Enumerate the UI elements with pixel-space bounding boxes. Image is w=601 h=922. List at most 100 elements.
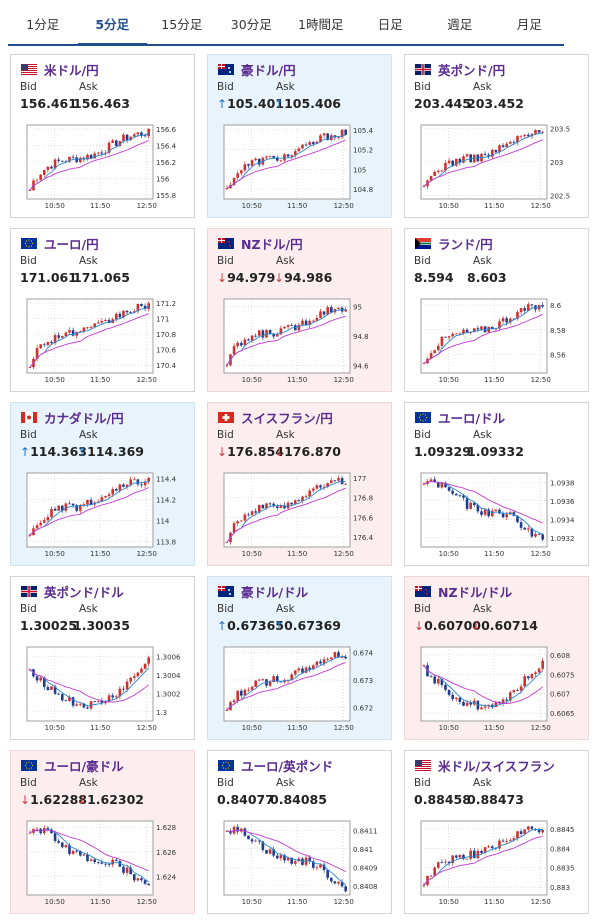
candle-body bbox=[293, 861, 297, 864]
pair-title[interactable]: NZドル/円 bbox=[241, 237, 303, 252]
x-tick-label: 10:50 bbox=[242, 202, 262, 210]
rate-card[interactable]: 英ポンド/ドル Bid Ask 1.30025 1.30035 1.3006 1.3004 1… bbox=[10, 576, 195, 740]
rate-card[interactable]: 英ポンド/円 Bid Ask 203.445 203.452 203.5 203 202.5 1… bbox=[404, 54, 589, 218]
pair-title[interactable]: カナダドル/円 bbox=[44, 411, 124, 426]
rate-card[interactable]: 豪ドル/ドル Bid Ask ↑0.67365 ↑0.67369 0.674 0.673 0.… bbox=[207, 576, 392, 740]
candle-body bbox=[447, 861, 451, 863]
candle-body bbox=[64, 700, 68, 702]
rate-card[interactable]: NZドル/ドル Bid Ask ↓0.60700 ↓0.60714 0.608 0.6075… bbox=[404, 576, 589, 740]
chart-container[interactable]: 177 176.8 176.6 176.4 10:50 11:50 12:50 bbox=[218, 467, 383, 561]
candle-body bbox=[512, 838, 516, 841]
rate-card[interactable]: スイスフラン/円 Bid Ask ↓176.854 ↓176.870 177 176.8 17… bbox=[207, 402, 392, 566]
tab-1[interactable]: 5分足 bbox=[77, 8, 147, 46]
rate-card[interactable]: 豪ドル/円 Bid Ask ↑105.401 ↑105.406 105.4 105.2 105… bbox=[207, 54, 392, 218]
candle-body bbox=[519, 522, 523, 528]
chart-container[interactable]: 95 94.8 94.6 10:50 11:50 12:50 bbox=[218, 293, 383, 387]
candle-body bbox=[272, 676, 275, 683]
tab-5[interactable]: 日足 bbox=[377, 17, 403, 32]
chart-container[interactable]: 203.5 203 202.5 10:50 11:50 12:50 bbox=[415, 119, 580, 213]
ask-value-text: 105.406 bbox=[284, 96, 341, 111]
pair-title[interactable]: スイスフラン/円 bbox=[241, 411, 333, 426]
chart-container[interactable]: 105.4 105.2 105 104.8 10:50 11:50 12:50 bbox=[218, 119, 383, 213]
candle-body bbox=[53, 686, 57, 694]
candle-body bbox=[247, 164, 250, 166]
pair-title[interactable]: 米ドル/スイスフラン bbox=[438, 759, 555, 774]
candle-body bbox=[326, 659, 329, 660]
tab-6[interactable]: 週足 bbox=[447, 17, 473, 32]
chart-container[interactable]: 1.628 1.626 1.624 10:50 11:50 12:50 bbox=[21, 815, 186, 909]
chart-container[interactable]: 8.6 8.58 8.56 10:50 11:50 12:50 bbox=[415, 293, 580, 387]
bid-label: Bid bbox=[217, 429, 234, 441]
rate-card[interactable]: カナダドル/円 Bid Ask ↑114.363 ↑114.369 114.4 114.2 1… bbox=[10, 402, 195, 566]
chart-container[interactable]: 156.6 156.4 156.2 156 155.8 10:50 11:50 12:50 bbox=[21, 119, 186, 213]
chart-container[interactable]: 0.608 0.6075 0.607 0.6065 10:50 11:50 12:50 bbox=[415, 641, 580, 735]
pair-title[interactable]: ユーロ/英ポンド bbox=[241, 759, 334, 774]
bid-value: ↑114.363 bbox=[20, 444, 87, 459]
tab-7[interactable]: 月足 bbox=[516, 17, 542, 32]
tab-3[interactable]: 30分足 bbox=[230, 17, 272, 32]
bid-value: ↓94.979 bbox=[217, 270, 275, 285]
chart-container[interactable]: 0.674 0.673 0.672 10:50 11:50 12:50 bbox=[218, 641, 383, 735]
sma-short-line bbox=[29, 132, 149, 191]
candle-body bbox=[86, 154, 89, 160]
candle-body bbox=[326, 870, 329, 878]
candle-body bbox=[480, 850, 483, 853]
candle-body bbox=[487, 509, 490, 517]
x-tick-label: 10:50 bbox=[45, 376, 65, 384]
bid-label: Bid bbox=[20, 603, 37, 615]
candle-body bbox=[444, 861, 447, 863]
candle-body bbox=[122, 134, 125, 142]
candle-body bbox=[82, 854, 86, 856]
rate-card[interactable]: NZドル/円 Bid Ask ↓94.979 ↓94.986 95 94.8 94.6 10:5… bbox=[207, 228, 392, 392]
rate-card[interactable]: ユーロ/ドル Bid Ask 1.09329 1.09332 1.0938 1.0936 1.… bbox=[404, 402, 589, 566]
candle-body bbox=[28, 535, 32, 537]
tab-0[interactable]: 1分足 bbox=[26, 17, 60, 32]
rate-card[interactable]: ユーロ/豪ドル Bid Ask ↓1.62288 ↓1.62302 1.628 1.626 1… bbox=[10, 750, 195, 914]
pair-title[interactable]: 英ポンド/ドル bbox=[44, 585, 124, 600]
rate-card[interactable]: ランド/円 Bid Ask 8.594 8.603 8.6 8.58 8.56 10:50 11:… bbox=[404, 228, 589, 392]
x-tick-label: 11:50 bbox=[287, 724, 307, 732]
chart-container[interactable]: 1.3006 1.3004 1.3002 1.3 10:50 11:50 12:50 bbox=[21, 641, 186, 735]
candle-body bbox=[247, 339, 250, 341]
candle-body bbox=[89, 326, 93, 328]
arrow-down-icon: ↓ bbox=[414, 619, 425, 633]
candle-body bbox=[458, 854, 462, 858]
pair-title[interactable]: ユーロ/ドル bbox=[438, 411, 506, 426]
chart-container[interactable]: 0.8411 0.841 0.8409 0.8408 10:50 11:50 12:50 bbox=[218, 815, 383, 909]
pair-title[interactable]: 米ドル/円 bbox=[44, 63, 99, 78]
ask-label: Ask bbox=[276, 777, 295, 789]
tab-4[interactable]: 1時間足 bbox=[298, 17, 344, 32]
candle-body bbox=[86, 327, 89, 329]
pair-title[interactable]: 豪ドル/円 bbox=[241, 63, 296, 78]
candle-body bbox=[293, 500, 297, 505]
arrow-up-icon: ↑ bbox=[217, 97, 228, 111]
pair-title[interactable]: 英ポンド/円 bbox=[438, 63, 506, 78]
candle-body bbox=[129, 479, 132, 485]
candle-body bbox=[122, 866, 125, 873]
arrow-down-icon: ↓ bbox=[77, 793, 88, 807]
rate-card[interactable]: ユーロ/円 Bid Ask 171.061 171.065 171.2 171 170.8 17… bbox=[10, 228, 195, 392]
tab-2[interactable]: 15分足 bbox=[161, 17, 203, 32]
rate-card[interactable]: 米ドル/スイスフラン Bid Ask 0.88458 0.88473 0.8845 0.88… bbox=[404, 750, 589, 914]
x-tick-label: 12:50 bbox=[137, 724, 157, 732]
y-tick-label: 170.8 bbox=[156, 331, 176, 339]
candle-body bbox=[232, 346, 236, 355]
gb-flag-icon bbox=[21, 586, 37, 597]
pair-title[interactable]: ユーロ/豪ドル bbox=[44, 759, 124, 774]
chart-container[interactable]: 1.0938 1.0936 1.0934 1.0932 10:50 11:50 12:50 bbox=[415, 467, 580, 561]
chart-container[interactable]: 114.4 114.2 114 113.8 10:50 11:50 12:50 bbox=[21, 467, 186, 561]
pair-title[interactable]: ランド/円 bbox=[438, 237, 493, 252]
pair-title[interactable]: ユーロ/円 bbox=[44, 237, 99, 252]
pair-title[interactable]: 豪ドル/ドル bbox=[241, 585, 309, 600]
candle-body bbox=[340, 881, 344, 887]
y-tick-label: 105.2 bbox=[353, 147, 373, 155]
candle-body bbox=[78, 505, 82, 511]
pair-title[interactable]: NZドル/ドル bbox=[438, 585, 513, 600]
rate-card[interactable]: ユーロ/英ポンド Bid Ask 0.84077 0.84085 0.8411 0.841 0… bbox=[207, 750, 392, 914]
candle-body bbox=[494, 701, 498, 708]
candle-body bbox=[440, 678, 444, 685]
rate-card[interactable]: 米ドル/円 Bid Ask 156.461 156.463 156.6 156.4 156.2… bbox=[10, 54, 195, 218]
ask-value-text: 8.603 bbox=[467, 270, 507, 285]
chart-container[interactable]: 0.8845 0.884 0.8835 0.883 10:50 11:50 12:50 bbox=[415, 815, 580, 909]
chart-container[interactable]: 171.2 171 170.8 170.6 170.4 10:50 11:50 12:50 bbox=[21, 293, 186, 387]
